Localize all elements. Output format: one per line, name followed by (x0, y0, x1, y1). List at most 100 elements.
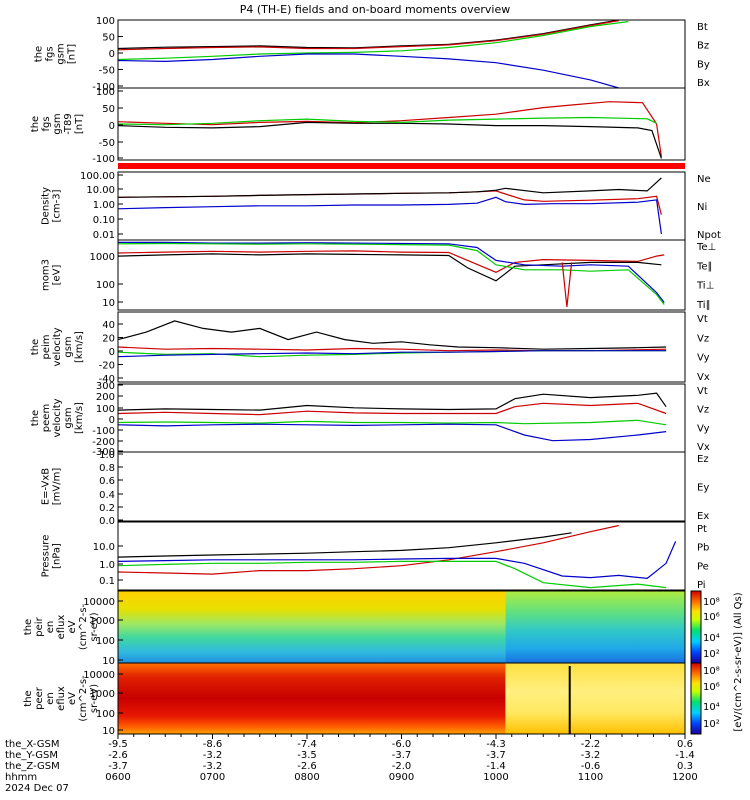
temp-ylabel-line: mom3 (41, 259, 52, 291)
axis-value-time: 1100 (578, 772, 603, 783)
vel_i-ylabel-line: gsm (63, 407, 74, 428)
efield-legend-ey: Ey (697, 483, 709, 494)
axis-value-z: -2.6 (297, 761, 317, 772)
line-series (118, 20, 677, 589)
vel_i-ylabel-line: the (30, 410, 41, 426)
electron-spectrogram-left (118, 663, 506, 734)
colorbar-tick-lower: 10⁴ (703, 702, 720, 713)
efield-ytick-label: 0.6 (99, 476, 115, 487)
fgs_dif-series-green (118, 116, 657, 126)
electron-spectrogram-right (505, 663, 685, 734)
fgs-ytick-label: 0 (109, 49, 115, 60)
colorbar-tick-lower: 10⁸ (703, 666, 720, 677)
density-legend-ni: Ni (697, 202, 707, 213)
pressure-series-pi (118, 541, 677, 580)
density-series-npot (118, 196, 662, 235)
axis-value-time: 0900 (389, 772, 414, 783)
vel_e-series-vy (118, 350, 667, 358)
vel_e-legend-vt: Vt (697, 314, 708, 325)
vel_i-frame (117, 383, 686, 453)
fgs-ylabel-line: the (34, 46, 45, 62)
axis-value-x: -6.0 (392, 739, 412, 750)
axis-value-time: 0700 (200, 772, 225, 783)
axis-value-y: -2.6 (108, 750, 128, 761)
density-ytick-label: 0.10 (93, 215, 115, 226)
density-legend-ne: Ne (697, 174, 711, 185)
axis-value-x: -8.6 (203, 739, 223, 750)
spec_e-ylabel-line: eflux (56, 686, 67, 711)
vel_i-series-vt (118, 392, 667, 411)
fgs-ylabel-line: fgs (45, 46, 56, 61)
fgs-ylabel-line: gsm (56, 43, 67, 64)
fgs-ytick-label: -50 (99, 66, 115, 77)
fgs_dif-ytick-label: -50 (99, 138, 115, 149)
colorbar-tick-upper: 10² (703, 649, 720, 660)
temp-legend-te∥: Te∥ (696, 261, 713, 272)
spec_e-ytick-label: 1000 (90, 689, 115, 700)
axis-value-x: -9.5 (108, 739, 128, 750)
vel_i-ytick-label: -300 (92, 447, 115, 458)
axis-value-z: -0.6 (581, 761, 601, 772)
vel_e-ylabel-line: velocity (52, 327, 63, 366)
separator-band (118, 163, 685, 169)
density-ylabel-line: Density (41, 187, 52, 225)
ion-spectrogram-left (118, 591, 506, 663)
temp-series-te-perp-dip (561, 262, 573, 307)
fgs_dif-ytick-label: -100 (92, 154, 115, 165)
pressure-legend-pt: Pt (697, 524, 707, 535)
axis-value-z: -2.0 (392, 761, 412, 772)
fgs_dif-ytick-label: 50 (102, 104, 115, 115)
efield-ytick-label: 0.0 (99, 516, 115, 527)
temp-ylabel-line: [eV] (52, 265, 63, 286)
colorbar-tick-upper: 10⁸ (703, 597, 720, 608)
fgs_dif-ylabel-line: gsm (52, 113, 63, 134)
axis-value-time: 1200 (672, 772, 697, 783)
fgs_dif-ytick-label: 0 (109, 121, 115, 132)
axis-value-x: 0.6 (677, 739, 693, 750)
fgs-legend-bt: Bt (697, 22, 708, 33)
colorbar-tick-upper: 10⁶ (703, 612, 720, 623)
spec_i-ytick-label: 10000 (83, 597, 115, 608)
vel_e-ytick-label: -40 (99, 374, 115, 385)
fgs-ytick-label: 50 (102, 33, 115, 44)
axis-value-z: -3.2 (203, 761, 223, 772)
vel_i-legend-vx: Vx (697, 442, 710, 453)
pressure-series-pb (118, 524, 619, 575)
efield-ytick-label: 0.2 (99, 503, 115, 514)
density-legend-npot: Npot (697, 230, 721, 241)
spec_e-ylabel-line: sr-eV) (89, 684, 100, 713)
temp-series-te-par (118, 253, 662, 282)
vel_i-ytick-label: 300 (96, 381, 115, 392)
pressure-legend-pb: Pb (697, 543, 709, 554)
fgs-ytick-label: 100 (96, 16, 115, 27)
fgs-series-bx (118, 53, 619, 88)
spec_e-ytick-label: 10 (102, 726, 115, 737)
time-axis: the_X-GSMthe_Y-GSMthe_Z-GSMhhmm-9.5-2.6-… (5, 734, 698, 794)
temp-legend-te⊥: Te⊥ (696, 242, 716, 253)
pressure-series-pt (118, 532, 572, 558)
fgs_dif-ylabel-line: [nT] (74, 114, 85, 134)
vel_e-ylabel-line: peim (41, 334, 52, 359)
spec_i-ylabel-line: peir (34, 616, 45, 636)
axis-value-time: 1000 (483, 772, 508, 783)
spec_i-ylabel-line: the (23, 619, 34, 635)
axis-value-y: -3.5 (297, 750, 317, 761)
axis-date: 2024 Dec 07 (5, 783, 69, 794)
axis-value-y: -3.7 (486, 750, 506, 761)
efield-ylabel-line: E=-VxB (41, 468, 52, 505)
spec_i-ytick-label: 1000 (90, 616, 115, 627)
efield-ytick-label: 0.4 (99, 490, 115, 501)
fgs-ylabel-line: [nT] (67, 44, 78, 64)
fgs-legend-bx: Bx (697, 78, 710, 89)
spec_e-ylabel-line: eV (67, 692, 78, 705)
vel_i-series-vz (118, 402, 667, 416)
vel_e-ytick-label: 20 (102, 334, 115, 345)
density-ylabel-line: [cm-3] (52, 189, 63, 222)
pressure-frame (117, 521, 686, 591)
vel_i-ytick-label: 100 (96, 404, 115, 415)
axis-value-time: 0600 (105, 772, 130, 783)
vel_e-legend-vz: Vz (697, 333, 709, 344)
temp-legend-ti⊥: Ti⊥ (696, 281, 714, 292)
vel_e-series-vt (118, 320, 667, 350)
